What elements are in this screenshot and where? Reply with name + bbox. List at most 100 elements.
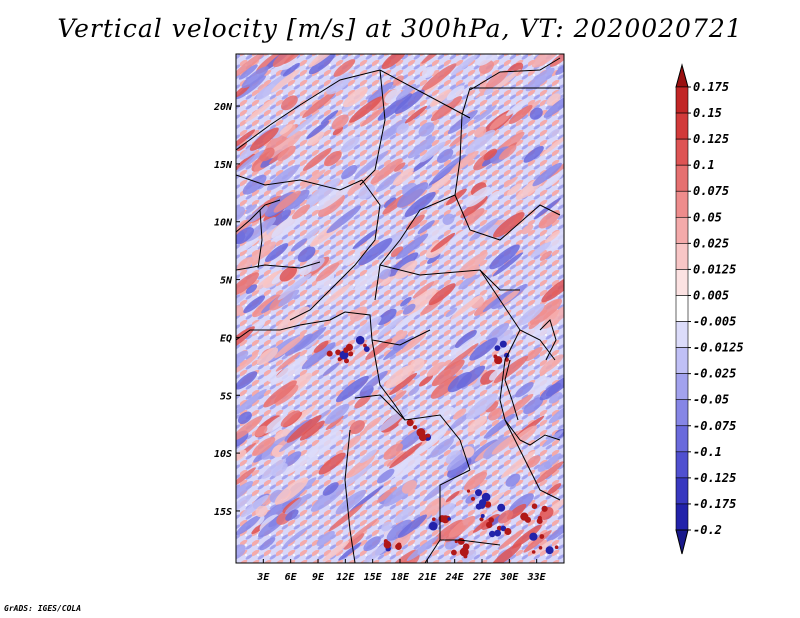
field-streak bbox=[504, 176, 518, 188]
field-streak bbox=[436, 148, 454, 164]
field-streak bbox=[328, 504, 363, 532]
colorbar-label: -0.2 bbox=[693, 523, 722, 537]
field-streak bbox=[456, 251, 488, 277]
field-streak bbox=[450, 294, 483, 320]
convective-cell bbox=[454, 539, 458, 544]
field-streak bbox=[376, 468, 395, 484]
field-streak bbox=[388, 252, 419, 277]
lon-tick-label: 21E bbox=[417, 572, 437, 583]
field-streak bbox=[376, 315, 405, 338]
field-streak bbox=[543, 93, 564, 118]
field-streak bbox=[431, 359, 465, 387]
field-streak bbox=[511, 524, 542, 549]
field-streak bbox=[493, 355, 529, 384]
field-streak bbox=[236, 227, 254, 245]
convective-cell bbox=[538, 546, 543, 550]
field-streak bbox=[358, 238, 393, 266]
field-streak bbox=[335, 489, 367, 515]
field-streak bbox=[379, 268, 392, 280]
field-streak bbox=[338, 542, 362, 561]
field-streak bbox=[515, 381, 534, 398]
lat-tick-label: 20N bbox=[213, 102, 233, 113]
field-streak bbox=[377, 93, 413, 121]
field-streak bbox=[281, 95, 298, 111]
field-streak bbox=[447, 412, 471, 431]
field-streak bbox=[236, 272, 260, 296]
colorbar-swatch bbox=[675, 164, 689, 192]
convective-cell bbox=[432, 517, 436, 521]
field-streak bbox=[449, 150, 479, 175]
grads-credit: GrADS: IGES/COLA bbox=[4, 604, 82, 613]
field-streak bbox=[428, 283, 456, 306]
colorbar-label: 0.075 bbox=[693, 184, 729, 198]
field-streak bbox=[521, 224, 534, 235]
field-streak bbox=[280, 410, 301, 427]
colorbar-swatch bbox=[675, 477, 689, 505]
field-streak bbox=[290, 238, 308, 252]
field-streak bbox=[451, 54, 478, 76]
field-streak bbox=[236, 305, 244, 317]
field-streak bbox=[517, 303, 545, 326]
field-streak bbox=[546, 518, 564, 542]
colorbar-label: 0.005 bbox=[693, 288, 729, 302]
field-streak bbox=[465, 393, 498, 420]
colorbar-label: 0.15 bbox=[693, 106, 722, 120]
lon-tick-label: 18E bbox=[391, 572, 410, 583]
field-streak bbox=[238, 64, 258, 80]
field-streak bbox=[483, 148, 498, 161]
field-streak bbox=[272, 356, 308, 385]
convective-cell bbox=[412, 425, 418, 430]
lat-tick-label: EQ bbox=[220, 333, 232, 344]
convective-cell bbox=[406, 419, 414, 427]
field-streak bbox=[392, 75, 404, 86]
field-streak bbox=[498, 145, 517, 160]
convective-cell bbox=[524, 516, 532, 523]
field-streak bbox=[272, 54, 298, 68]
field-streak bbox=[274, 477, 309, 505]
colorbar-label: -0.175 bbox=[693, 497, 736, 511]
field-streak bbox=[398, 411, 416, 425]
field-streak bbox=[307, 257, 325, 272]
field-streak bbox=[324, 150, 342, 167]
lat-tick-label: 5N bbox=[220, 276, 233, 287]
field-streak bbox=[381, 521, 393, 532]
field-streak bbox=[508, 104, 533, 125]
field-streak bbox=[279, 123, 293, 135]
field-streak bbox=[489, 244, 520, 270]
field-streak bbox=[236, 388, 267, 416]
field-streak bbox=[534, 461, 564, 485]
field-streak bbox=[449, 334, 482, 360]
field-streak bbox=[397, 514, 428, 538]
lat-tick-label: 10N bbox=[214, 218, 233, 229]
field-streak bbox=[532, 539, 553, 556]
convective-cell bbox=[479, 517, 484, 522]
field-streak bbox=[320, 110, 339, 125]
field-streak bbox=[523, 397, 544, 415]
field-streak bbox=[384, 88, 402, 104]
convective-cell bbox=[536, 518, 543, 524]
field-streak bbox=[463, 208, 485, 226]
field-streak bbox=[500, 450, 536, 479]
field-streak bbox=[458, 274, 477, 290]
field-streak bbox=[393, 162, 406, 172]
field-streak bbox=[271, 462, 288, 477]
field-streak bbox=[393, 454, 422, 478]
field-streak bbox=[447, 229, 468, 246]
field-streak bbox=[547, 128, 560, 139]
convective-cell bbox=[531, 550, 536, 554]
field-streak bbox=[285, 333, 313, 356]
field-streak bbox=[236, 149, 265, 172]
field-streak bbox=[361, 370, 388, 392]
colorbar-swatch bbox=[675, 190, 689, 218]
field-streak bbox=[363, 536, 381, 552]
lat-tick-label: 15N bbox=[214, 160, 233, 171]
field-streak bbox=[363, 416, 382, 432]
convective-cell bbox=[545, 546, 554, 555]
field-streak bbox=[236, 142, 248, 152]
field-streak bbox=[528, 377, 552, 397]
field-streak bbox=[506, 97, 529, 117]
convective-cell bbox=[463, 554, 468, 559]
convective-cell bbox=[481, 492, 491, 502]
field-streak bbox=[335, 375, 369, 403]
field-streak bbox=[549, 54, 564, 67]
